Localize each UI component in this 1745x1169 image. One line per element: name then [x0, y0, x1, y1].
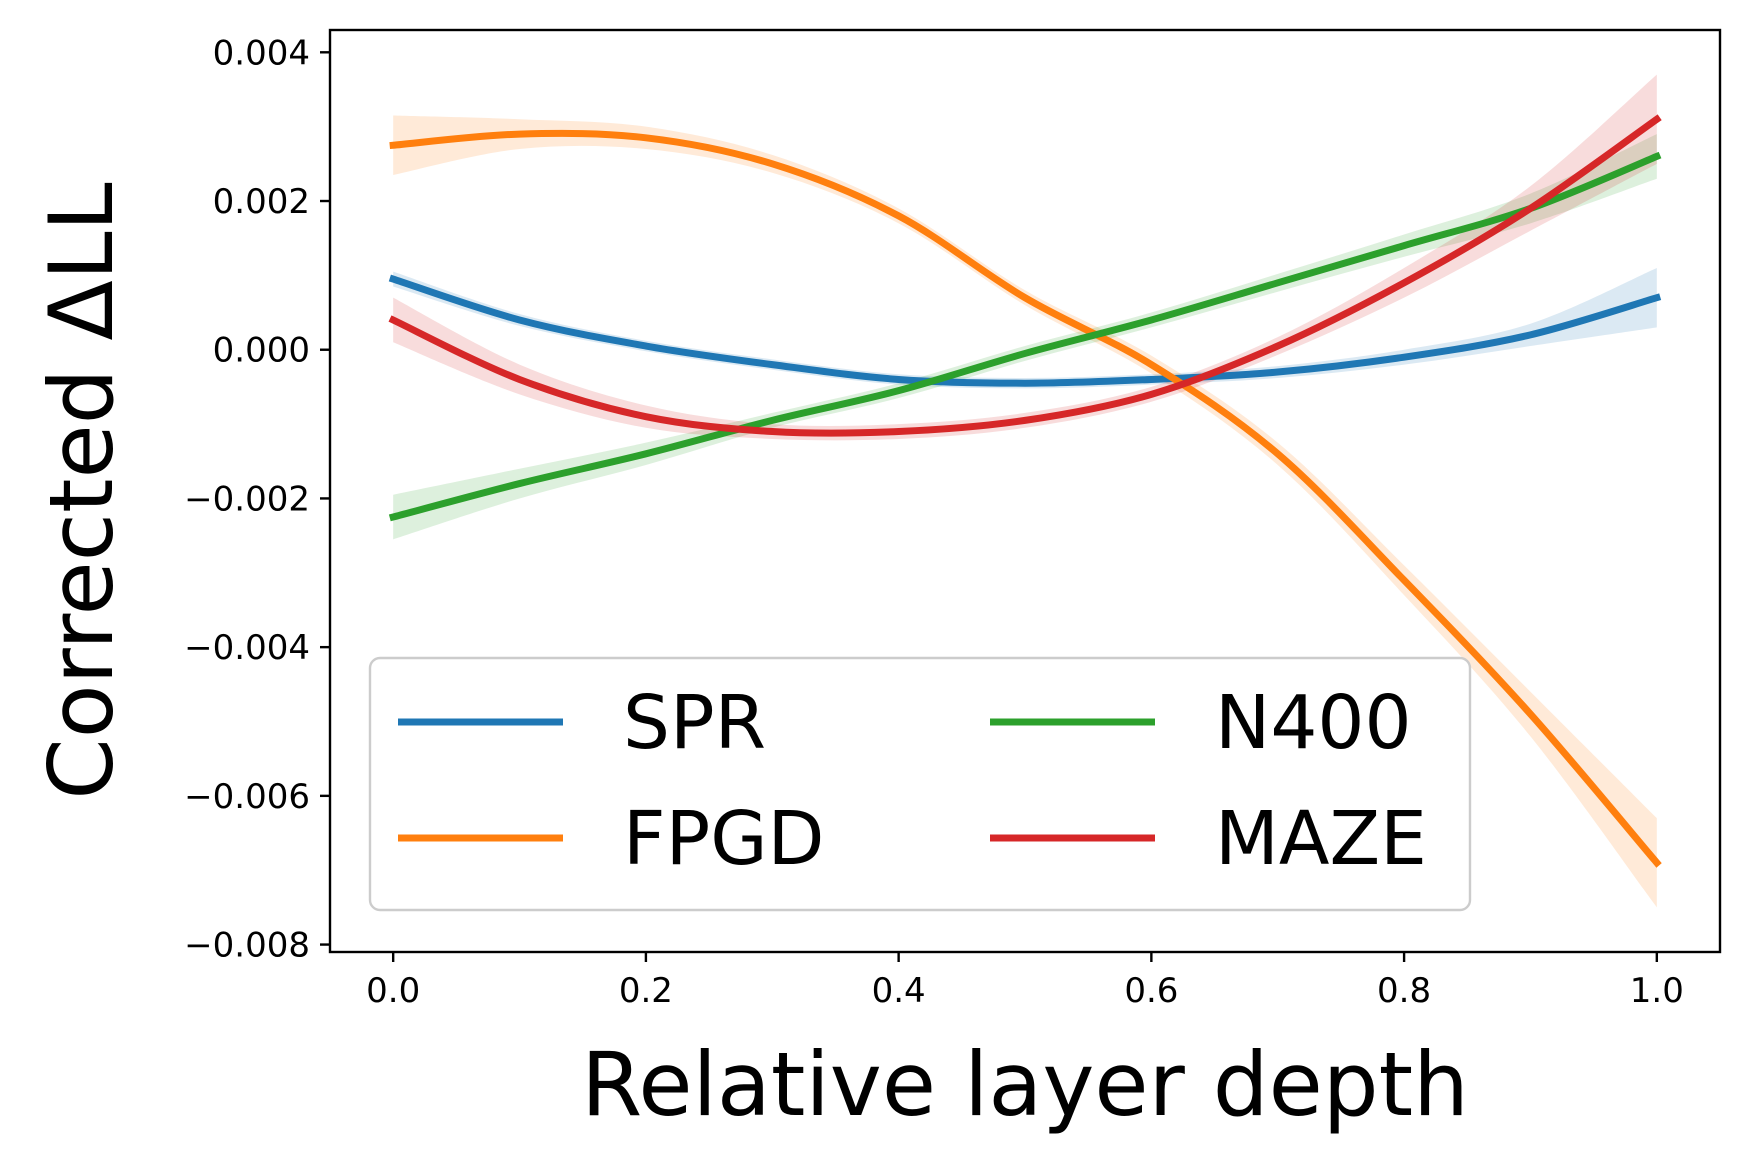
y-tick-label: −0.002: [184, 479, 310, 519]
y-tick-label: 0.000: [213, 331, 310, 371]
legend-label-n400: N400: [1215, 680, 1412, 766]
x-axis-title: Relative layer depth: [581, 1033, 1469, 1136]
legend-label-maze: MAZE: [1215, 796, 1427, 882]
legend-label-spr: SPR: [623, 680, 766, 766]
y-tick-label: 0.002: [213, 182, 310, 222]
x-tick-label: 0.2: [619, 971, 673, 1011]
y-axis-ticks: 0.004 0.002 0.000 −0.002 −0.004 −0.006 −0.008: [184, 33, 330, 966]
x-tick-label: 1.0: [1630, 971, 1684, 1011]
line-spr: [388, 274, 1662, 387]
y-tick-label: 0.004: [213, 33, 310, 73]
legend: SPR FPGD N400 MAZE: [368, 656, 1472, 912]
line-maze: [388, 114, 1662, 437]
x-tick-label: 0.0: [366, 971, 420, 1011]
x-tick-label: 0.6: [1124, 971, 1178, 1011]
band-spr: [393, 267, 1657, 389]
y-tick-label: −0.004: [184, 628, 310, 668]
legend-label-fpgd: FPGD: [623, 796, 825, 882]
y-tick-label: −0.008: [184, 926, 310, 966]
legend-box: [368, 656, 1472, 912]
x-tick-label: 0.8: [1377, 971, 1431, 1011]
plot-frame: [328, 28, 1722, 954]
y-tick-label: −0.006: [184, 777, 310, 817]
x-axis-ticks: 0.0 0.2 0.4 0.6 0.8 1.0: [366, 952, 1684, 1011]
series-lines: [388, 114, 1662, 868]
y-axis-title: Corrected ΔLL: [30, 182, 133, 799]
line-n400: [388, 151, 1662, 522]
line-fpgd: [389, 129, 1662, 868]
x-tick-label: 0.4: [872, 971, 926, 1011]
